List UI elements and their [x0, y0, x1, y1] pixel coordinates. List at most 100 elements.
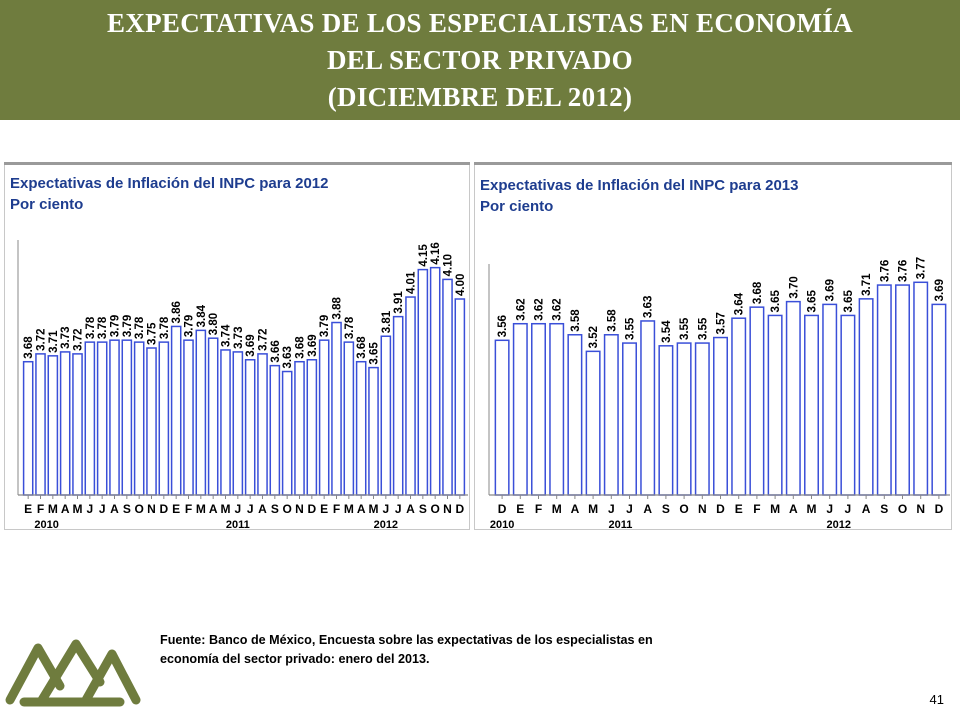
chart-0-bar [343, 341, 355, 496]
chart-0-value-label: 3.68 [356, 336, 368, 359]
chart-0-bar [417, 268, 429, 496]
chart-1-value-label: 3.70 [788, 276, 800, 298]
chart-1-year-label: 2011 [608, 519, 632, 530]
chart-0-value-label: 3.66 [270, 340, 282, 362]
chart-0-bar [170, 325, 182, 496]
chart-0-bar [257, 353, 268, 496]
chart-1-bar [603, 334, 619, 496]
chart-1-tick-label: J [626, 502, 633, 516]
chart-0-value-label: 3.69 [245, 334, 257, 356]
chart-1-value-label: 3.54 [661, 320, 673, 343]
chart-1-tick-label: J [608, 502, 615, 516]
chart-0-bar [244, 359, 256, 496]
chart-1-value-label: 3.65 [807, 289, 819, 312]
chart-0-value-label: 4.10 [443, 254, 455, 276]
chart-0-tick-label: O [134, 502, 143, 516]
chart-0-tick-label: F [185, 502, 192, 516]
chart-1-bar [785, 300, 801, 496]
chart-0-value-label: 4.16 [430, 242, 442, 264]
source-line-2: economía del sector privado: enero del 2… [160, 652, 430, 666]
chart-0-value-label: 3.91 [393, 291, 405, 314]
chart-0-tick-label: M [344, 502, 354, 516]
chart-0-bar [133, 341, 145, 496]
chart-0-tick-label: F [37, 502, 44, 516]
chart-1-tick-label: A [862, 502, 871, 516]
chart-0-value-label: 4.15 [418, 244, 430, 267]
chart-panel-2012: Expectativas de Inflación del INPC para … [4, 162, 470, 530]
chart-1-bar [858, 298, 874, 496]
chart-1-bar [512, 322, 528, 496]
chart-0-bar [121, 339, 133, 496]
chart-0-bar [146, 347, 157, 496]
chart-1-year-label: 2012 [827, 519, 851, 530]
chart-panel-2013: Expectativas de Inflación del INPC para … [474, 162, 952, 530]
source-line-1: Fuente: Banco de México, Encuesta sobre … [160, 633, 653, 647]
chart-1-value-label: 3.65 [843, 289, 855, 312]
chart-0-tick-label: A [61, 502, 70, 516]
chart-0-tick-label: J [234, 502, 241, 516]
chart-0-value-label: 4.01 [406, 271, 418, 294]
chart-1-bar [804, 314, 819, 496]
chart-0-tick-label: A [406, 502, 415, 516]
chart-1-value-label: 3.76 [879, 260, 891, 282]
chart-1-tick-label: A [571, 502, 580, 516]
chart-0-value-label: 3.69 [307, 334, 319, 356]
chart-0-tick-label: A [110, 502, 119, 516]
chart-0-bar [22, 360, 34, 496]
source-note: Fuente: Banco de México, Encuesta sobre … [160, 631, 800, 669]
chart-1-tick-label: F [535, 502, 542, 516]
chart-0-bar [306, 359, 318, 496]
chart-1-bar [713, 336, 728, 496]
chart-0-bar [207, 337, 219, 496]
chart-0-value-label: 3.78 [159, 316, 171, 339]
chart-1-tick-label: D [935, 502, 944, 516]
chart-1-tick-label: D [498, 502, 507, 516]
chart-1-bar [767, 314, 783, 496]
chart-0-value-label: 3.86 [171, 301, 183, 323]
chart-0-tick-label: M [221, 502, 231, 516]
chart-0-value-label: 3.73 [233, 327, 245, 349]
chart-1-value-label: 3.52 [588, 326, 600, 348]
chart-0-title: Expectativas de Inflación del INPC para … [10, 175, 328, 192]
chart-1-bar [567, 334, 583, 496]
inflation-2012-chart: Expectativas de Inflación del INPC para … [4, 162, 470, 530]
chart-0-tick-label: M [48, 502, 58, 516]
chart-0-tick-label: O [430, 502, 439, 516]
chart-0-bar [96, 341, 108, 496]
chart-0-tick-label: A [258, 502, 267, 516]
chart-0-bar [220, 349, 231, 496]
chart-0-value-label: 3.79 [319, 315, 331, 337]
chart-1-tick-label: A [643, 502, 652, 516]
chart-0-bar [380, 335, 392, 496]
chart-0-tick-label: A [357, 502, 366, 516]
chart-0-value-label: 3.88 [332, 297, 344, 320]
chart-1-tick-label: A [789, 502, 798, 516]
chart-1-tick-label: M [552, 502, 562, 516]
chart-0-value-label: 3.78 [344, 316, 356, 339]
chart-0-bar [281, 370, 293, 496]
chart-0-bar [429, 266, 441, 496]
chart-0-bar [269, 364, 281, 496]
chart-1-bar [676, 342, 692, 496]
chart-0-value-label: 3.79 [110, 315, 122, 337]
chart-1-tick-label: M [807, 502, 817, 516]
chart-1-value-label: 3.58 [570, 309, 582, 332]
chart-1-value-label: 3.76 [898, 260, 910, 282]
chart-1-tick-label: N [698, 502, 707, 516]
slide-title-line-1: EXPECTATIVAS DE LOS ESPECIALISTAS EN ECO… [107, 7, 853, 38]
chart-0-tick-label: M [369, 502, 379, 516]
chart-0-tick-label: F [333, 502, 340, 516]
chart-1-bar [876, 284, 892, 496]
chart-0-bar [454, 298, 466, 496]
chart-0-tick-label: J [99, 502, 106, 516]
chart-0-tick-label: D [455, 502, 464, 516]
chart-0-tick-label: N [147, 502, 156, 516]
chart-0-value-label: 3.80 [208, 313, 220, 335]
chart-1-tick-label: O [898, 502, 907, 516]
chart-1-bar [731, 317, 747, 496]
chart-0-bar [355, 360, 367, 496]
chart-0-value-label: 3.78 [97, 316, 109, 339]
chart-0-value-label: 3.78 [85, 316, 97, 339]
chart-1-value-label: 3.71 [861, 273, 873, 296]
page-number: 41 [929, 692, 944, 707]
